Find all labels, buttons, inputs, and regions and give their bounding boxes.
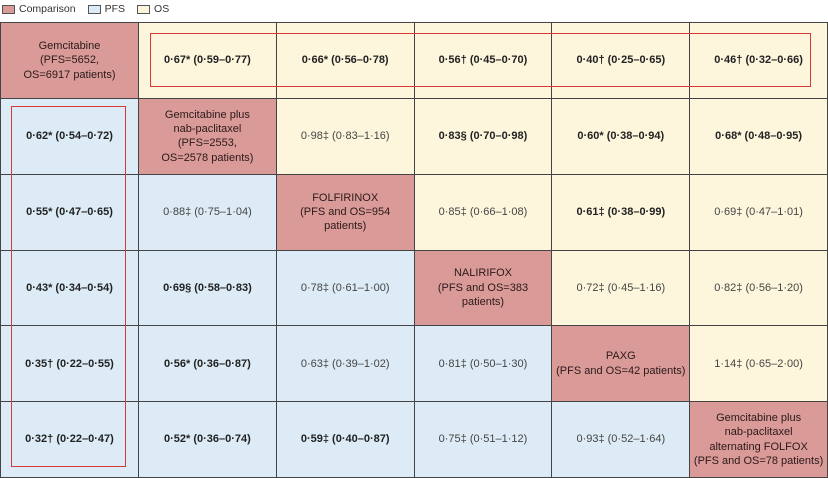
cell-text: 0·40† (0·25–0·65) (576, 54, 666, 67)
cell-text: 0·68* (0·48–0·95) (715, 130, 803, 143)
legend-item-pfs: PFS (87, 3, 126, 15)
cell-text: 0·83§ (0·70–0·98) (438, 130, 528, 143)
os-estimate-cell: 0·72‡ (0·45–1·16) (552, 250, 691, 327)
cell-text: 0·78‡ (0·61–1·00) (300, 281, 390, 294)
legend-item-os: OS (137, 3, 169, 15)
cell-text: 0·62* (0·54–0·72) (26, 130, 113, 143)
pfs-estimate-cell: 0·55* (0·47–0·65) (1, 174, 139, 251)
os-estimate-cell: 0·61‡ (0·38–0·99) (552, 174, 691, 251)
legend-label-comparison: Comparison (19, 3, 76, 15)
cell-text: 0·72‡ (0·45–1·16) (576, 281, 666, 294)
os-estimate-cell: 0·82‡ (0·56–1·20) (690, 250, 828, 327)
pfs-estimate-cell: 0·32† (0·22–0·47) (1, 402, 139, 478)
cell-text: 0·85‡ (0·66–1·08) (438, 205, 528, 218)
cell-text: 0·75‡ (0·51–1·12) (438, 433, 528, 446)
legend-label-os: OS (154, 3, 170, 15)
cell-text: Gemcitabine (PFS=5652, OS=6917 patients) (23, 39, 116, 81)
cell-text: 0·61‡ (0·38–0·99) (576, 205, 666, 218)
comparison-cell: Gemcitabine plus nab-paclitaxel (PFS=2553,… (139, 98, 277, 175)
os-estimate-cell: 0·60* (0·38–0·94) (552, 98, 691, 175)
league-table: Gemcitabine (PFS=5652, OS=6917 patients) 0·… (0, 22, 828, 478)
cell-text: 0·32† (0·22–0·47) (25, 433, 114, 446)
cell-text: 0·46† (0·32–0·66) (714, 54, 803, 67)
cell-text: 0·93‡ (0·52–1·64) (576, 433, 666, 446)
pfs-estimate-cell: 0·81‡ (0·50–1·30) (414, 326, 553, 403)
pfs-estimate-cell: 0·59‡ (0·40–0·87) (276, 402, 415, 478)
cell-text: 1·14‡ (0·65–2·00) (714, 357, 803, 370)
legend-swatch-pfs (87, 4, 101, 14)
cell-text: 0·52* (0·36–0·74) (163, 433, 251, 446)
os-estimate-cell: 0·83§ (0·70–0·98) (414, 98, 553, 175)
legend: Comparison PFS OS (2, 2, 181, 16)
os-estimate-cell: 0·85‡ (0·66–1·08) (414, 174, 553, 251)
cell-text: 0·43* (0·34–0·54) (26, 281, 113, 294)
cell-text: 0·69‡ (0·47–1·01) (714, 205, 803, 218)
cell-text: 0·98‡ (0·83–1·16) (300, 130, 390, 143)
cell-text: 0·88‡ (0·75–1·04) (163, 205, 252, 218)
legend-swatch-os (137, 4, 151, 14)
comparison-cell: Gemcitabine (PFS=5652, OS=6917 patients) (1, 23, 139, 99)
cell-text: 0·69§ (0·58–0·83) (163, 281, 252, 294)
os-estimate-cell: 0·40† (0·25–0·65) (552, 23, 691, 99)
cell-text: FOLFIRINOX (PFS and OS=954 patients) (300, 191, 391, 233)
pfs-estimate-cell: 0·69§ (0·58–0·83) (139, 250, 277, 327)
legend-label-pfs: PFS (104, 3, 126, 15)
cell-text: 0·35† (0·22–0·55) (25, 357, 114, 370)
os-estimate-cell: 0·98‡ (0·83–1·16) (276, 98, 415, 175)
pfs-estimate-cell: 0·63‡ (0·39–1·02) (276, 326, 415, 403)
cell-text: 0·63‡ (0·39–1·02) (300, 357, 390, 370)
os-estimate-cell: 0·56† (0·45–0·70) (414, 23, 553, 99)
pfs-estimate-cell: 0·56* (0·36–0·87) (139, 326, 277, 403)
cell-text: 0·60* (0·38–0·94) (577, 130, 665, 143)
cell-text: Gemcitabine plus nab-paclitaxel (PFS=2553,… (161, 108, 254, 164)
cell-text: 0·56† (0·45–0·70) (438, 54, 528, 67)
cell-text: PAXG (PFS and OS=42 patients) (556, 350, 686, 377)
os-estimate-cell: 0·69‡ (0·47–1·01) (690, 174, 828, 251)
comparison-cell: FOLFIRINOX (PFS and OS=954 patients) (276, 174, 415, 251)
pfs-estimate-cell: 0·52* (0·36–0·74) (139, 402, 277, 478)
os-estimate-cell: 0·68* (0·48–0·95) (690, 98, 828, 175)
comparison-cell: PAXG (PFS and OS=42 patients) (552, 326, 691, 403)
pfs-estimate-cell: 0·62* (0·54–0·72) (1, 98, 139, 175)
pfs-estimate-cell: 0·75‡ (0·51–1·12) (414, 402, 553, 478)
cell-text: 0·67* (0·59–0·77) (163, 54, 251, 67)
comparison-cell: Gemcitabine plus nab-paclitaxel alternatin… (690, 402, 828, 478)
cell-text: 0·55* (0·47–0·65) (26, 205, 113, 218)
cell-text: 0·82‡ (0·56–1·20) (714, 281, 803, 294)
pfs-estimate-cell: 0·88‡ (0·75–1·04) (139, 174, 277, 251)
pfs-estimate-cell: 0·78‡ (0·61–1·00) (276, 250, 415, 327)
legend-swatch-comparison (2, 4, 15, 14)
pfs-estimate-cell: 0·43* (0·34–0·54) (1, 250, 139, 327)
cell-text: 0·66* (0·56–0·78) (301, 54, 389, 67)
os-estimate-cell: 0·46† (0·32–0·66) (690, 23, 828, 99)
cell-text: NALIRIFOX (PFS and OS=383 patients) (437, 267, 529, 309)
legend-item-comparison: Comparison (2, 3, 76, 15)
os-estimate-cell: 0·67* (0·59–0·77) (139, 23, 277, 99)
cell-text: 0·56* (0·36–0·87) (163, 357, 251, 370)
cell-text: 0·59‡ (0·40–0·87) (300, 433, 390, 446)
os-estimate-cell: 0·66* (0·56–0·78) (276, 23, 415, 99)
cell-text: 0·81‡ (0·50–1·30) (438, 357, 528, 370)
cell-text: Gemcitabine plus nab-paclitaxel alternatin… (693, 411, 824, 467)
pfs-estimate-cell: 0·35† (0·22–0·55) (1, 326, 139, 403)
os-estimate-cell: 1·14‡ (0·65–2·00) (690, 326, 828, 403)
pfs-estimate-cell: 0·93‡ (0·52–1·64) (552, 402, 691, 478)
comparison-cell: NALIRIFOX (PFS and OS=383 patients) (414, 250, 553, 327)
